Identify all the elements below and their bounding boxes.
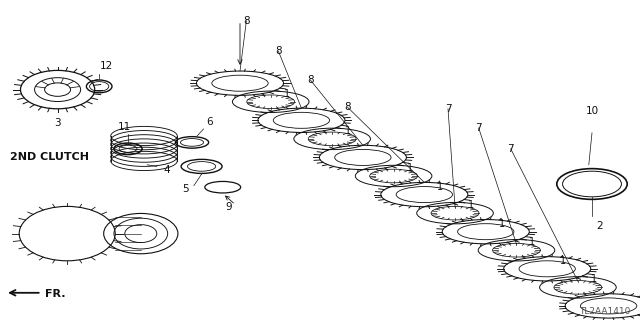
Text: 7: 7 (445, 104, 451, 114)
Text: 6: 6 (207, 117, 213, 127)
Text: 1: 1 (529, 237, 536, 247)
Text: 10: 10 (586, 106, 598, 116)
Text: 7: 7 (508, 144, 514, 154)
Text: 4: 4 (163, 165, 170, 175)
Text: 1: 1 (437, 181, 444, 192)
Text: 1: 1 (591, 274, 597, 284)
Text: 3: 3 (54, 118, 61, 128)
Text: 8: 8 (275, 46, 282, 56)
Text: 8: 8 (344, 102, 351, 112)
Text: 1: 1 (468, 200, 474, 210)
Text: 9: 9 (226, 202, 232, 212)
Text: 1: 1 (345, 126, 351, 136)
Text: 5: 5 (182, 184, 189, 194)
Text: 1: 1 (560, 256, 566, 266)
Text: 12: 12 (100, 61, 113, 71)
Text: 7: 7 (476, 123, 482, 133)
Text: 8: 8 (307, 75, 314, 85)
Text: 8: 8 (243, 16, 250, 26)
Text: 1: 1 (499, 219, 505, 229)
Text: FR.: FR. (45, 289, 65, 299)
Text: 2: 2 (596, 221, 604, 231)
Text: 1: 1 (284, 89, 290, 99)
Text: 2ND CLUTCH: 2ND CLUTCH (10, 152, 88, 162)
Text: TL2AA1410: TL2AA1410 (579, 308, 630, 316)
Text: 11: 11 (118, 122, 131, 132)
Text: 1: 1 (406, 163, 413, 173)
